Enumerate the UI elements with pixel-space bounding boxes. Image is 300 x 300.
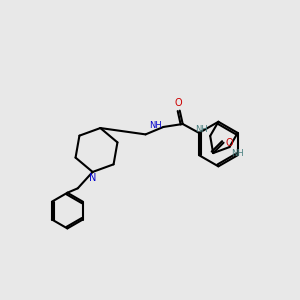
Text: NH: NH: [149, 121, 162, 130]
Text: NH: NH: [231, 148, 244, 158]
Text: O: O: [226, 138, 234, 148]
Text: N: N: [89, 173, 96, 183]
Text: NH: NH: [195, 125, 208, 134]
Text: O: O: [174, 98, 182, 108]
